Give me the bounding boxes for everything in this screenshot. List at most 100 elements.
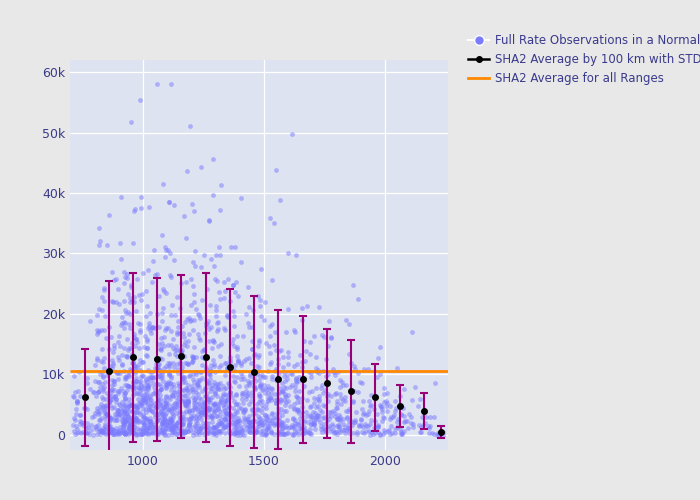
Point — [405, 419, 416, 427]
Point — [100, 409, 111, 417]
Point — [229, 430, 240, 438]
Point — [117, 420, 128, 428]
Point — [281, 375, 293, 383]
Point — [167, 409, 178, 417]
Point — [211, 326, 223, 334]
Point — [99, 354, 110, 362]
Point — [155, 374, 167, 382]
Point — [372, 422, 384, 430]
Point — [92, 421, 103, 429]
Point — [174, 382, 185, 390]
Point — [130, 402, 141, 410]
Point — [203, 397, 214, 405]
Point — [365, 420, 376, 428]
Point — [329, 412, 340, 420]
Point — [92, 328, 103, 336]
Point — [128, 206, 139, 214]
Point — [241, 387, 252, 395]
Point — [99, 378, 111, 386]
Point — [136, 398, 147, 406]
Point — [127, 427, 139, 435]
Point — [124, 406, 135, 414]
Point — [272, 355, 284, 363]
Point — [121, 409, 132, 417]
Point — [149, 424, 160, 432]
Point — [135, 430, 146, 438]
Point — [371, 373, 382, 381]
Point — [172, 378, 183, 386]
Point — [118, 401, 130, 409]
Point — [144, 418, 155, 426]
Point — [190, 412, 202, 420]
Point — [307, 413, 318, 421]
Point — [160, 383, 172, 391]
Point — [117, 360, 128, 368]
Point — [106, 414, 117, 422]
Point — [97, 344, 108, 352]
Point — [142, 424, 153, 432]
Point — [206, 344, 217, 352]
Point — [256, 312, 267, 320]
Point — [266, 384, 277, 392]
Point — [91, 406, 102, 414]
Point — [204, 404, 215, 412]
Point — [144, 429, 155, 437]
Point — [195, 424, 206, 432]
Point — [238, 426, 249, 434]
Point — [178, 386, 190, 394]
Point — [167, 335, 178, 343]
Point — [116, 192, 127, 200]
Point — [99, 426, 111, 434]
Point — [253, 414, 264, 422]
Point — [344, 429, 355, 437]
Point — [120, 309, 132, 317]
Point — [197, 346, 208, 354]
Point — [326, 412, 337, 420]
Point — [144, 381, 155, 389]
Point — [145, 406, 156, 414]
Point — [142, 324, 153, 332]
Point — [120, 372, 132, 380]
Point — [219, 326, 230, 334]
Point — [127, 366, 138, 374]
Point — [113, 406, 124, 414]
Point — [232, 408, 243, 416]
Point — [323, 412, 334, 420]
Point — [97, 385, 108, 393]
Point — [140, 390, 151, 398]
Point — [180, 427, 191, 435]
Point — [254, 372, 265, 380]
Point — [242, 320, 253, 328]
Point — [153, 322, 164, 330]
Point — [155, 408, 166, 416]
Point — [174, 304, 186, 312]
Point — [196, 400, 207, 407]
Point — [199, 353, 211, 361]
Point — [214, 398, 225, 406]
Point — [380, 402, 391, 410]
Point — [125, 284, 136, 292]
Point — [116, 418, 127, 426]
Point — [212, 404, 223, 411]
Point — [174, 346, 186, 354]
Point — [209, 390, 220, 398]
Point — [246, 323, 258, 331]
Point — [306, 430, 317, 438]
Point — [323, 415, 335, 423]
Point — [120, 388, 131, 396]
Point — [246, 344, 258, 352]
Point — [286, 380, 297, 388]
Point — [200, 376, 211, 384]
Point — [260, 430, 272, 438]
Point — [272, 360, 284, 368]
Point — [134, 384, 145, 392]
Point — [120, 374, 132, 382]
Point — [97, 368, 108, 376]
Point — [188, 356, 199, 364]
Point — [177, 366, 188, 374]
Point — [174, 406, 185, 414]
Point — [308, 394, 319, 402]
Point — [209, 262, 220, 270]
Point — [184, 416, 195, 424]
Point — [314, 392, 325, 400]
